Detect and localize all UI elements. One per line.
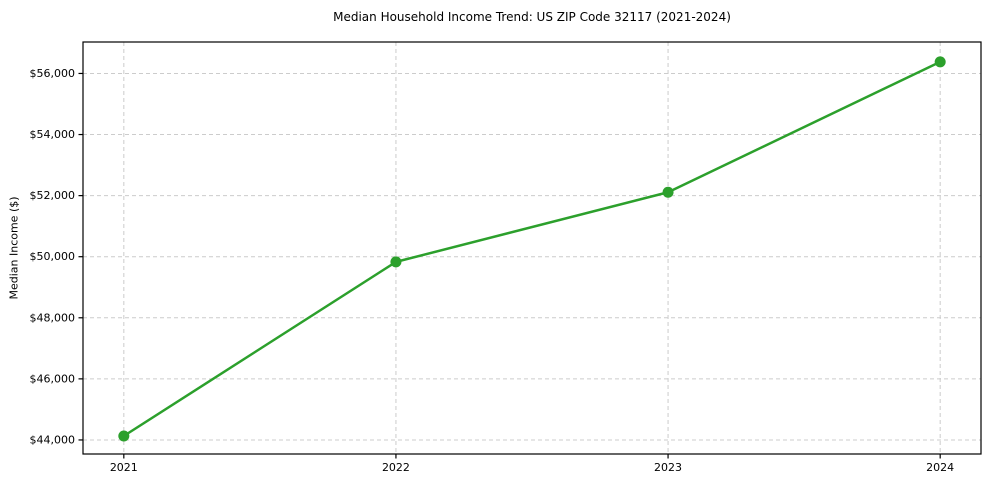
y-tick-label-46000: $46,000 (30, 372, 76, 385)
y-tick-label-48000: $48,000 (30, 311, 76, 324)
y-axis-label: Median Income ($) (7, 196, 21, 300)
y-tick-label-52000: $52,000 (30, 189, 76, 202)
data-point-2022 (390, 256, 402, 268)
data-point-2021 (118, 430, 130, 442)
x-tick-label-2022: 2022 (382, 461, 410, 474)
y-tick-label-50000: $50,000 (30, 250, 76, 263)
x-tick-label-2021: 2021 (110, 461, 138, 474)
data-point-2024 (934, 56, 946, 68)
y-tick-label-56000: $56,000 (30, 67, 76, 80)
series-line-median-household-income (122, 60, 942, 438)
y-tick-label-44000: $44,000 (30, 433, 76, 446)
x-tick-label-2024: 2024 (926, 461, 954, 474)
chart-title: Median Household Income Trend: US ZIP Co… (333, 10, 731, 24)
axes-frame (82, 41, 982, 455)
x-tick-label-2023: 2023 (654, 461, 682, 474)
y-tick-label-54000: $54,000 (30, 128, 76, 141)
data-point-2023 (662, 186, 674, 198)
